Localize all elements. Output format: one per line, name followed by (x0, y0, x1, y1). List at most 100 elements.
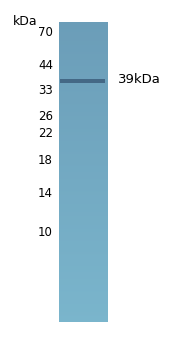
Bar (59, 295, 108, 296)
Bar (59, 235, 108, 236)
Bar (59, 318, 108, 319)
Bar (59, 211, 108, 212)
Bar (59, 142, 108, 143)
Text: 44: 44 (38, 59, 53, 72)
Bar (59, 286, 108, 287)
Bar (59, 285, 108, 286)
Bar (59, 184, 108, 185)
Bar (59, 147, 108, 148)
Bar (59, 32, 108, 33)
Bar (59, 229, 108, 230)
Bar (59, 250, 108, 251)
Bar (59, 315, 108, 316)
Bar (59, 297, 108, 298)
Bar (59, 79, 108, 80)
Bar (59, 199, 108, 200)
Bar (59, 207, 108, 208)
Bar (59, 56, 108, 57)
Bar (59, 290, 108, 291)
Bar (59, 303, 108, 304)
Bar (59, 40, 108, 41)
Bar (59, 215, 108, 216)
Bar (59, 123, 108, 124)
Bar (59, 92, 108, 93)
Bar (59, 62, 108, 63)
Bar (59, 73, 108, 74)
Bar (59, 170, 108, 171)
Bar (59, 228, 108, 229)
Bar (59, 103, 108, 104)
Bar (59, 140, 108, 141)
Bar (59, 191, 108, 192)
Bar (59, 33, 108, 34)
Bar (59, 274, 108, 275)
Bar (59, 204, 108, 205)
Bar (59, 316, 108, 317)
Bar (59, 209, 108, 210)
Bar (59, 157, 108, 158)
Bar (59, 130, 108, 131)
Bar (59, 45, 108, 46)
Bar (59, 132, 108, 133)
Bar (59, 161, 108, 162)
Bar (59, 253, 108, 254)
Bar (59, 258, 108, 259)
Bar (59, 63, 108, 64)
Bar (59, 127, 108, 128)
Bar (59, 255, 108, 256)
Text: 18: 18 (38, 154, 53, 166)
Bar (59, 236, 108, 237)
Bar (59, 96, 108, 97)
Bar (59, 49, 108, 50)
Bar (59, 171, 108, 172)
Bar (59, 188, 108, 189)
Bar (59, 317, 108, 318)
Bar (59, 196, 108, 197)
Bar (59, 213, 108, 214)
Text: 70: 70 (38, 26, 53, 38)
Bar (59, 67, 108, 68)
Bar (59, 66, 108, 67)
Bar (59, 81, 108, 82)
Bar (59, 281, 108, 282)
Bar (59, 95, 108, 96)
Bar (59, 202, 108, 203)
Bar (59, 35, 108, 36)
Bar (59, 112, 108, 113)
Bar (59, 291, 108, 292)
Bar (59, 190, 108, 191)
Bar (59, 300, 108, 301)
Bar (59, 148, 108, 149)
Bar (59, 234, 108, 235)
Bar (59, 121, 108, 122)
Bar (59, 174, 108, 175)
Bar (59, 110, 108, 111)
Bar (59, 182, 108, 183)
Bar (59, 231, 108, 232)
Bar (59, 114, 108, 115)
Bar (59, 278, 108, 279)
Bar (59, 241, 108, 242)
Bar (59, 145, 108, 146)
Bar (59, 106, 108, 107)
Bar (59, 192, 108, 193)
Bar (59, 60, 108, 61)
Text: 33: 33 (38, 85, 53, 97)
Bar (59, 28, 108, 29)
Bar (59, 100, 108, 101)
Bar (59, 141, 108, 142)
Bar (59, 78, 108, 79)
Bar (59, 116, 108, 117)
Bar (59, 165, 108, 166)
Bar (59, 65, 108, 66)
Bar (59, 104, 108, 105)
Bar (59, 214, 108, 215)
Bar (59, 287, 108, 288)
Bar (59, 178, 108, 179)
Bar (59, 169, 108, 170)
Text: 10: 10 (38, 226, 53, 239)
Bar (59, 198, 108, 199)
Bar (59, 50, 108, 51)
Bar (59, 298, 108, 299)
Bar (59, 98, 108, 99)
